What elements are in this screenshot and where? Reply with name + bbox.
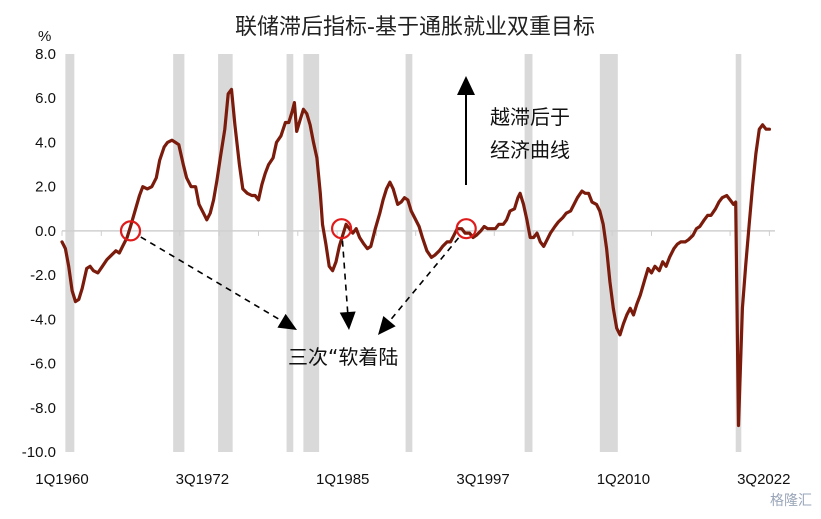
y-tick-label: 0.0 [35,223,56,240]
soft-landing-arrow-line [386,237,460,325]
y-tick-label: 4.0 [35,134,56,151]
soft-landing-arrows [140,236,460,335]
lag-label-line1: 越滞后于 [490,105,570,129]
x-axis-ticks: 1Q1960 3Q1972 1Q1985 3Q1997 1Q2010 3Q2022 [35,471,790,488]
x-axis-tick-marks [61,230,770,236]
lag-arrow-head [457,76,475,95]
x-tick-label: 3Q1997 [456,471,509,488]
soft-landing-marker [330,218,353,240]
soft-landing-arrow-head [339,311,356,330]
recession-band [65,54,75,452]
y-tick-label: -8.0 [30,400,56,417]
x-tick-label: 3Q2022 [737,471,790,488]
chart-title: 联储滞后指标-基于通胀就业双重目标 [235,15,595,40]
soft-landing-arrow-head [277,313,297,330]
recession-band [173,54,185,452]
recession-band [599,54,618,452]
y-tick-label: -2.0 [30,267,56,284]
soft-landing-arrow-line [341,240,349,317]
y-tick-label: 8.0 [35,46,56,63]
x-tick-label: 3Q1972 [176,471,229,488]
x-tick-label: 1Q2010 [597,471,650,488]
soft-landing-marker [119,220,142,242]
y-tick-label: 2.0 [35,179,56,196]
watermark-text: 格隆汇 [770,493,812,509]
y-axis-ticks: 8.0 6.0 4.0 2.0 0.0 -2.0 -4.0 -6.0 -8.0 -10.0 [22,46,56,461]
y-tick-label: 6.0 [35,90,56,107]
soft-landing-arrow-line [140,236,286,324]
lag-label-line2: 经济曲线 [490,138,570,162]
recession-band [286,54,294,452]
soft-landing-markers [119,218,477,242]
soft-landing-label: 三次“软着陆 [288,345,398,369]
y-axis-unit: % [38,28,51,45]
recession-bands [65,54,742,452]
y-tick-label: -6.0 [30,356,56,373]
y-tick-label: -10.0 [22,444,56,461]
soft-landing-marker [455,218,477,240]
soft-landing-arrow-head [378,316,396,335]
x-tick-label: 1Q1985 [316,471,369,488]
recession-band [735,54,742,452]
series-line [60,87,771,428]
y-tick-label: -4.0 [30,311,56,328]
recession-band [405,54,413,452]
x-tick-label: 1Q1960 [35,471,88,488]
recession-band [524,54,533,452]
